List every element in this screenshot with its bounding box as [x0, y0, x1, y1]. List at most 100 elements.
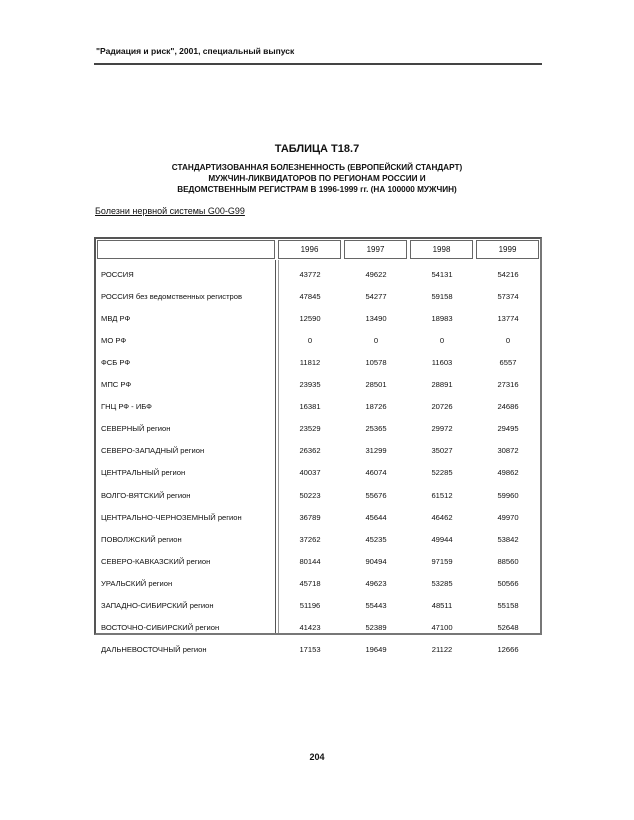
table-subtitle: СТАНДАРТИЗОВАННАЯ БОЛЕЗНЕННОСТЬ (ЕВРОПЕЙ… [0, 162, 634, 195]
cell-value: 46462 [431, 512, 453, 522]
cell-value: 46074 [365, 468, 387, 478]
cell-value: 40037 [299, 468, 321, 478]
cell-value: 13490 [365, 313, 387, 323]
cell-value: 50566 [497, 578, 519, 588]
cell-value: 11603 [431, 357, 453, 367]
cell-value: 17153 [299, 645, 321, 655]
table-row: СЕВЕРНЫЙ регион 23529 25365 29972 29495 [96, 418, 540, 440]
table-row: РОССИЯ 43772 49622 54131 54216 [96, 263, 540, 285]
row-label: ЦЕНТРАЛЬНО-ЧЕРНОЗЕМНЫЙ регион [101, 512, 242, 522]
cell-value: 45718 [299, 578, 321, 588]
row-label: ГНЦ РФ - ИБФ [101, 402, 152, 412]
row-label: ВОЛГО-ВЯТСКИЙ регион [101, 490, 191, 500]
row-label: МО РФ [101, 335, 127, 345]
cell-value: 28891 [431, 380, 453, 389]
cell-value: 97159 [431, 556, 453, 566]
cell-value: 6557 [499, 357, 517, 367]
cell-value: 49623 [365, 578, 387, 588]
cell-value: 12590 [299, 313, 321, 323]
cell-value: 26362 [299, 446, 321, 456]
cell-value: 29972 [431, 424, 453, 434]
header-empty-cell [97, 240, 275, 259]
column-divider [275, 260, 279, 633]
table-row: СЕВЕРО-ЗАПАДНЫЙ регион 26362 31299 35027 308… [96, 440, 540, 462]
row-label: ФСБ РФ [101, 357, 131, 367]
cell-value: 53285 [431, 578, 453, 588]
cell-value: 30872 [497, 446, 519, 456]
cell-value: 61512 [431, 490, 453, 500]
cell-value: 88560 [497, 556, 519, 566]
cell-value: 18983 [431, 313, 453, 323]
row-label: УРАЛЬСКИЙ регион [101, 578, 173, 588]
data-table: 1996 1997 1998 1999 РОССИЯ 43772 49622 54131 542… [94, 237, 542, 654]
cell-value: 45235 [365, 534, 387, 544]
column-header-1997: 1997 [344, 240, 407, 259]
cell-value: 47845 [299, 291, 321, 301]
page-number: 204 [309, 752, 325, 762]
section-label: Болезни нервной системы G00-G99 [95, 206, 245, 216]
row-label: ПОВОЛЖСКИЙ регион [101, 534, 182, 544]
cell-value: 27316 [497, 380, 519, 389]
cell-value: 54216 [497, 269, 519, 279]
table-row: ЦЕНТРАЛЬНО-ЧЕРНОЗЕМНЫЙ регион 36789 45644 4… [96, 506, 540, 528]
row-label: РОССИЯ [101, 269, 134, 279]
table-title: ТАБЛИЦА Т18.7 [274, 143, 360, 155]
row-label: МПС РФ [101, 380, 132, 389]
table-row: ДАЛЬНЕВОСТОЧНЫЙ регион 17153 19649 21122 126… [96, 639, 540, 661]
cell-value: 36789 [299, 512, 321, 522]
cell-value: 49944 [431, 534, 453, 544]
column-header-1996: 1996 [278, 240, 341, 259]
table-row: ГНЦ РФ - ИБФ 16381 18726 20726 24686 [96, 396, 540, 418]
cell-value: 90494 [365, 556, 387, 566]
cell-value: 29495 [497, 424, 519, 434]
cell-value: 55676 [365, 490, 387, 500]
cell-value: 37262 [299, 534, 321, 544]
row-label: СЕВЕРО-КАВКАЗСКИЙ регион [101, 556, 211, 566]
table-row: ЗАПАДНО-СИБИРСКИЙ регион 51196 55443 48511 5… [96, 595, 540, 617]
cell-value: 59158 [431, 291, 453, 301]
cell-value: 31299 [365, 446, 387, 456]
table-row: МПС РФ 23935 28501 28891 27316 [96, 374, 540, 396]
cell-value: 16381 [299, 402, 321, 412]
row-label: СЕВЕРО-ЗАПАДНЫЙ регион [101, 446, 205, 456]
cell-value: 45644 [365, 512, 387, 522]
cell-value: 80144 [299, 556, 321, 566]
cell-value: 35027 [431, 446, 453, 456]
table-row: МВД РФ 12590 13490 18983 13774 [96, 307, 540, 329]
cell-value: 12666 [497, 645, 519, 655]
cell-value: 25365 [365, 424, 387, 434]
cell-value: 52285 [431, 468, 453, 478]
row-label: ДАЛЬНЕВОСТОЧНЫЙ регион [101, 645, 207, 655]
cell-value: 13774 [497, 313, 519, 323]
row-label: ВОСТОЧНО-СИБИРСКИЙ регион [101, 623, 220, 633]
cell-value: 49622 [365, 269, 387, 279]
cell-value: 0 [373, 335, 379, 345]
cell-value: 50223 [299, 490, 321, 500]
cell-value: 52648 [497, 623, 519, 633]
row-label: СЕВЕРНЫЙ регион [101, 424, 171, 434]
row-label: РОССИЯ без ведомственных регистров [101, 291, 243, 301]
cell-value: 19649 [365, 645, 387, 655]
table-row: МО РФ 0 0 0 0 [96, 329, 540, 351]
cell-value: 55443 [365, 601, 387, 610]
cell-value: 18726 [365, 402, 387, 412]
header-rule [94, 63, 542, 65]
row-label: ЗАПАДНО-СИБИРСКИЙ регион [101, 601, 214, 610]
cell-value: 11812 [299, 357, 321, 367]
table-row: ВОЛГО-ВЯТСКИЙ регион 50223 55676 61512 59960 [96, 484, 540, 506]
cell-value: 53842 [497, 534, 519, 544]
cell-value: 23935 [299, 380, 321, 389]
row-label: ЦЕНТРАЛЬНЫЙ регион [101, 468, 186, 478]
cell-value: 24686 [497, 402, 519, 412]
cell-value: 49970 [497, 512, 519, 522]
subtitle-line: СТАНДАРТИЗОВАННАЯ БОЛЕЗНЕННОСТЬ (ЕВРОПЕЙ… [171, 163, 463, 172]
cell-value: 28501 [365, 380, 387, 389]
cell-value: 59960 [497, 490, 519, 500]
cell-value: 57374 [497, 291, 519, 301]
cell-value: 21122 [431, 645, 453, 655]
cell-value: 52389 [365, 623, 387, 633]
running-header: "Радиация и риск", 2001, специальный вып… [96, 46, 295, 56]
cell-value: 0 [439, 335, 445, 345]
cell-value: 10578 [365, 357, 387, 367]
cell-value: 0 [505, 335, 511, 345]
